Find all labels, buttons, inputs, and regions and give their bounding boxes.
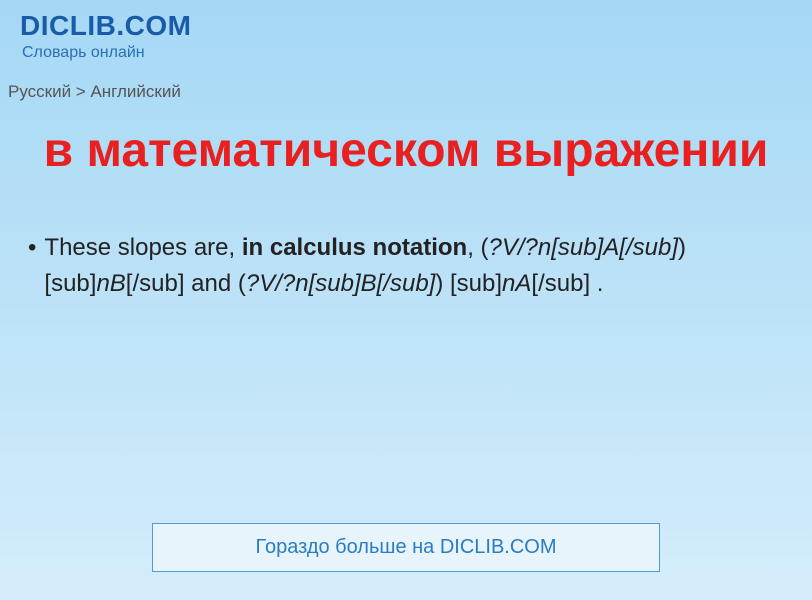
page-title: в математическом выражении — [0, 122, 812, 180]
breadcrumb[interactable]: Русский > Английский — [0, 70, 812, 102]
logo[interactable]: DICLIB.COM — [20, 10, 792, 42]
entry-r3: [/sub] and ( — [126, 270, 246, 297]
entry-prefix: These slopes are, — [44, 234, 241, 261]
entry-r4: ) [sub] — [435, 270, 502, 297]
entry-bold: in calculus notation — [242, 234, 467, 261]
entry-text: These slopes are, in calculus notation, … — [44, 230, 784, 302]
entry-bullet: • These slopes are, in calculus notation… — [28, 230, 784, 302]
tagline: Словарь онлайн — [22, 44, 792, 62]
entry-r5: [/sub] . — [531, 270, 603, 297]
entry-i4: nA — [502, 270, 531, 297]
header: DICLIB.COM Словарь онлайн — [0, 0, 812, 70]
entry-i1: ?V/?n[sub]A[/sub] — [489, 234, 678, 261]
bullet-marker: • — [28, 230, 36, 302]
cta-link[interactable]: Гораздо больше на DICLIB.COM — [152, 523, 660, 572]
entry-r1: , ( — [467, 234, 488, 261]
entry-i3: ?V/?n[sub]B[/sub] — [246, 270, 435, 297]
content-area: • These slopes are, in calculus notation… — [0, 180, 812, 302]
entry-i2: nB — [96, 270, 125, 297]
